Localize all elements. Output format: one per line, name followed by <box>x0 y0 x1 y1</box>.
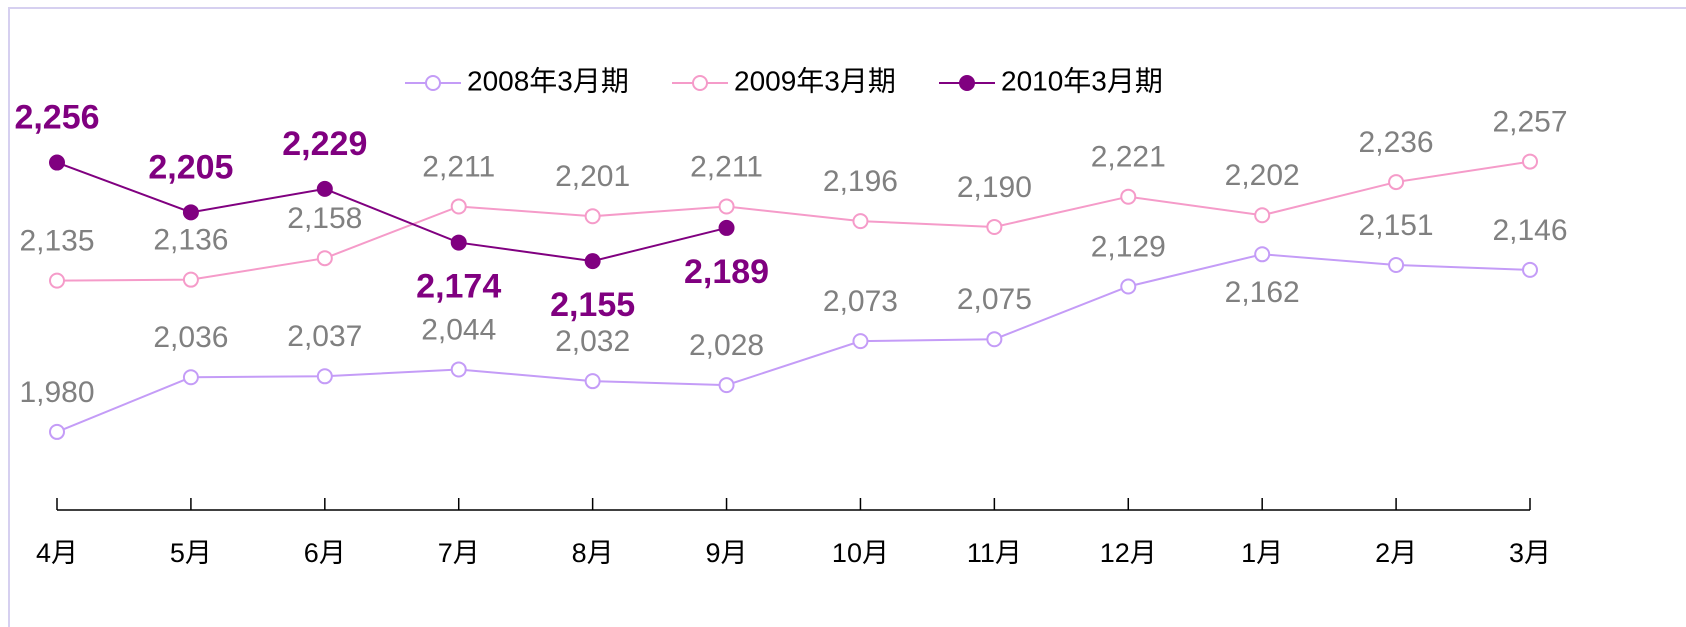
point <box>182 369 199 386</box>
series-line <box>56 161 727 263</box>
value-label: 2,236 <box>1359 126 1434 159</box>
point <box>1388 257 1405 274</box>
point <box>584 253 601 270</box>
x-tick-label: 6月 <box>304 538 346 568</box>
x-tick-label: 10月 <box>832 538 889 568</box>
value-label: 2,151 <box>1359 209 1434 242</box>
legend-label: 2008年3月期 <box>467 65 629 96</box>
series-line <box>56 253 1531 433</box>
value-label: 2,205 <box>148 148 233 186</box>
point <box>49 423 65 440</box>
x-tick-label: 2月 <box>1375 538 1417 568</box>
point <box>1522 153 1538 170</box>
chart-frame <box>8 7 1686 627</box>
x-tick-label: 8月 <box>572 538 614 568</box>
point <box>1254 246 1271 263</box>
value-label: 2,229 <box>282 125 367 163</box>
value-label: 2,036 <box>153 321 228 354</box>
value-label: 2,155 <box>550 286 635 324</box>
point <box>986 218 1003 235</box>
value-label: 2,162 <box>1225 276 1300 309</box>
point <box>584 208 601 225</box>
value-label: 2,202 <box>1225 159 1300 192</box>
point <box>718 219 735 236</box>
x-tick-label: 5月 <box>170 538 212 568</box>
series-line <box>56 160 1531 282</box>
point <box>316 180 333 197</box>
x-tick-label: 12月 <box>1100 538 1157 568</box>
point <box>718 377 735 394</box>
value-label: 2,211 <box>690 150 763 183</box>
x-tick-label: 11月 <box>967 538 1022 568</box>
x-tick-label: 4月 <box>36 538 78 568</box>
point <box>1120 278 1137 295</box>
value-label: 2,028 <box>689 329 764 362</box>
point <box>1254 207 1271 224</box>
x-tick-label: 9月 <box>706 538 748 568</box>
value-label: 2,190 <box>957 171 1032 204</box>
point <box>49 154 65 171</box>
point <box>986 331 1003 348</box>
value-label: 2,158 <box>287 202 362 235</box>
value-label: 2,075 <box>957 283 1032 316</box>
value-label: 2,256 <box>14 99 99 137</box>
point <box>316 250 333 267</box>
value-label: 2,211 <box>422 150 495 183</box>
legend-marker <box>959 75 975 91</box>
value-label: 2,201 <box>555 160 630 193</box>
point <box>316 368 333 385</box>
legend-label: 2010年3月期 <box>1001 65 1163 96</box>
x-tick-label: 3月 <box>1509 538 1551 568</box>
value-label: 2,221 <box>1091 141 1166 174</box>
point <box>49 272 65 289</box>
x-tick-label: 1月 <box>1241 538 1283 568</box>
legend-marker <box>425 75 441 91</box>
value-label: 2,044 <box>421 313 496 346</box>
value-label: 2,136 <box>153 224 228 257</box>
value-label: 2,196 <box>823 165 898 198</box>
point <box>1388 174 1405 191</box>
point <box>718 198 735 215</box>
x-tick-label: 7月 <box>438 538 480 568</box>
point <box>450 234 467 251</box>
legend-marker <box>692 75 708 91</box>
value-label: 2,174 <box>416 268 501 306</box>
point <box>450 361 467 378</box>
value-label: 2,037 <box>287 320 362 353</box>
value-label: 2,189 <box>684 253 769 291</box>
point <box>182 271 199 288</box>
point <box>450 198 467 215</box>
legend-label: 2009年3月期 <box>734 65 896 96</box>
point <box>584 373 601 390</box>
value-label: 1,980 <box>19 376 94 409</box>
value-label: 2,146 <box>1492 214 1567 247</box>
point <box>182 204 199 221</box>
value-label: 2,073 <box>823 285 898 318</box>
value-label: 2,032 <box>555 325 630 358</box>
point <box>1120 188 1137 205</box>
value-label: 2,135 <box>19 225 94 258</box>
point <box>852 333 869 350</box>
point <box>1522 261 1538 278</box>
value-label: 2,129 <box>1091 230 1166 263</box>
point <box>852 213 869 230</box>
value-label: 2,257 <box>1492 105 1567 138</box>
